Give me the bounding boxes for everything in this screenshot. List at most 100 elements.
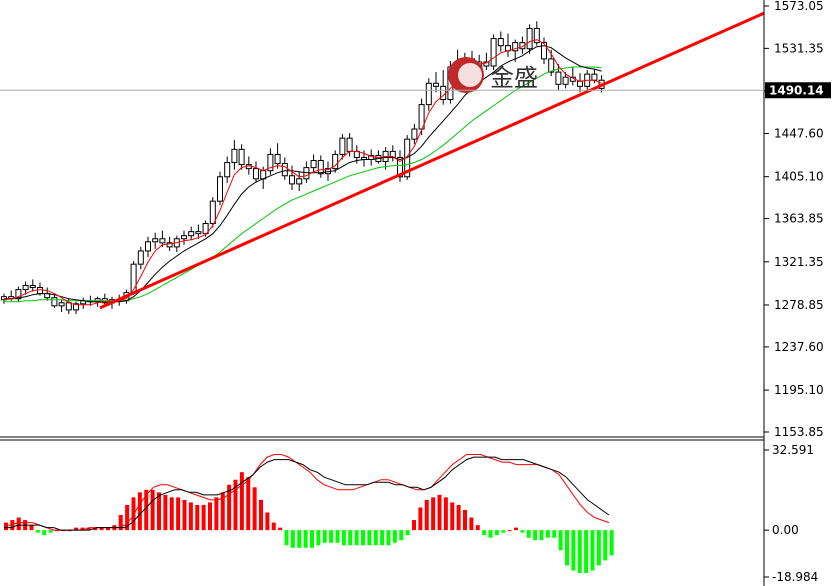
macd-histogram-bar [144, 489, 149, 531]
macd-histogram-bar [373, 530, 378, 546]
macd-histogram-bar [584, 530, 589, 573]
candle-body [238, 148, 245, 166]
macd-histogram-bar [571, 530, 576, 571]
macd-histogram-bar [157, 492, 161, 531]
candle-body [533, 27, 540, 44]
candle-body [145, 241, 151, 252]
macd-histogram-bar [169, 497, 174, 531]
macd-histogram-bar [35, 530, 40, 533]
candle-body [425, 82, 432, 106]
macd-histogram-bar [514, 527, 518, 531]
macd-histogram-bar [29, 525, 34, 531]
candle-body [267, 153, 274, 172]
macd-histogram-bar [188, 502, 193, 531]
macd-histogram-bar [176, 497, 181, 531]
candle-body [317, 160, 324, 175]
macd-histogram-bar [590, 530, 595, 571]
trendline [99, 11, 765, 310]
candle-body [433, 82, 439, 87]
macd-histogram-bar [150, 489, 155, 531]
macd-histogram-bar [214, 497, 219, 531]
macd-histogram-bar [74, 527, 79, 531]
candle-body [411, 128, 418, 140]
macd-histogram-bar [233, 479, 238, 531]
macd-histogram-bar [86, 527, 91, 531]
macd-histogram-bar [577, 530, 582, 573]
price-tick-label: 1531.35 [774, 41, 824, 55]
macd-histogram-bar [271, 522, 276, 531]
macd-histogram-bar [545, 530, 550, 538]
candle-body [281, 163, 288, 177]
macd-lines [4, 454, 610, 531]
candle-body [65, 302, 72, 311]
current-price-tag-box [765, 82, 831, 99]
candle-body [310, 160, 317, 169]
candle-body [15, 289, 22, 300]
macd-tick-label: 32.591 [772, 443, 814, 457]
macd-histogram-bar [252, 487, 257, 531]
macd-histogram-bar [80, 527, 85, 531]
macd-histogram-bar [539, 530, 544, 541]
macd-histogram-bar [106, 527, 110, 531]
macd-histogram-bar [380, 530, 385, 546]
candle-body [497, 38, 504, 47]
candle-body [483, 61, 490, 67]
macd-histogram-bar [443, 497, 448, 531]
price-tick-label: 1405.10 [774, 170, 824, 184]
candle-body [332, 153, 339, 170]
candle-body [152, 238, 159, 243]
macd-histogram-bar [137, 492, 142, 531]
macd-histogram-bar [67, 530, 72, 532]
macd-histogram-bar [520, 530, 525, 533]
macd-histogram-bar [361, 530, 365, 546]
macd-histogram-bar [609, 530, 614, 556]
candle-body [195, 231, 202, 235]
macd-histogram-bar [246, 477, 251, 531]
macd-histogram-bar [488, 530, 493, 538]
candle-body [217, 176, 223, 202]
macd-histogram-bar [565, 530, 569, 566]
macd-histogram-bar [310, 530, 314, 548]
current-price-label: 1490.14 [769, 83, 824, 97]
macd-histogram-bar [163, 494, 168, 531]
macd-axis: 32.591 0.00 -18.984 [764, 443, 818, 584]
candle-body [166, 242, 173, 248]
macd-histogram-bar [201, 504, 206, 531]
candle-body [296, 178, 303, 185]
macd-histogram-bar [118, 515, 123, 531]
candle-body [130, 263, 137, 294]
macd-histogram-bar [533, 530, 538, 541]
macd-histogram-bar [278, 527, 283, 531]
candle-body [51, 297, 58, 307]
macd-histogram-bar [55, 530, 59, 532]
macd-histogram-bar [399, 530, 404, 541]
candle-body [58, 302, 65, 307]
macd-histogram-bar [61, 530, 66, 532]
macd-histogram-bar [227, 484, 232, 531]
macd-histogram-bar [367, 530, 372, 546]
price-tick-label: 1195.10 [774, 383, 824, 397]
macd-histogram-bar [131, 497, 136, 531]
watermark-logo: 金盛 [448, 57, 538, 93]
candle-body [490, 38, 497, 67]
candle-body [526, 27, 533, 50]
candle-body [29, 285, 36, 289]
price-tick-label: 1447.60 [774, 126, 824, 140]
candle-body [303, 167, 310, 180]
macd-histogram-bar [526, 530, 531, 538]
candle-body [231, 148, 238, 164]
candle-body [562, 76, 569, 85]
candle-body [397, 156, 403, 178]
macd-histogram-bar [456, 504, 461, 531]
candle-body [202, 223, 209, 235]
candle-body [512, 42, 519, 52]
current-price-tag: 1490.14 [765, 82, 831, 99]
macd-histogram-bar [297, 530, 302, 548]
macd-histogram-bar [463, 509, 467, 531]
macd-histogram-bar [418, 507, 423, 531]
ma-slow-line [4, 66, 602, 303]
candle-body [224, 162, 231, 178]
macd-histogram-bar [596, 530, 601, 566]
candle-body [253, 168, 259, 180]
